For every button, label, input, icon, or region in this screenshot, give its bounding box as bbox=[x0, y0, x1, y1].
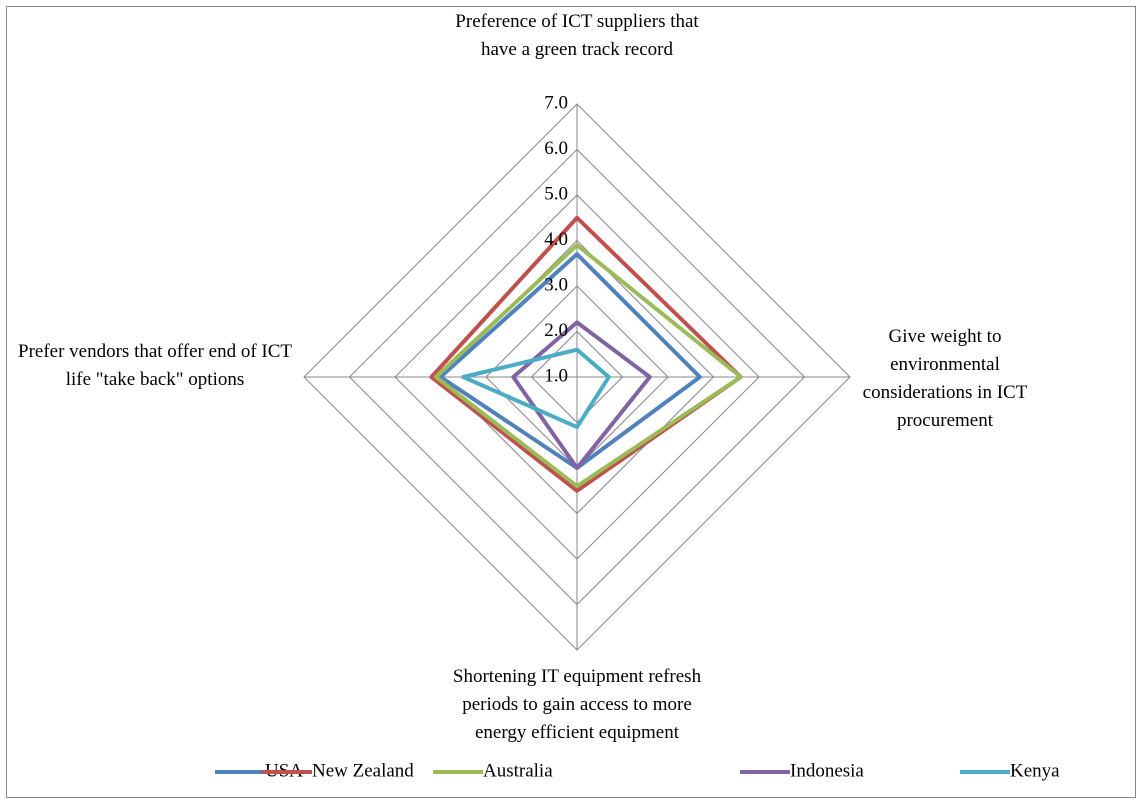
tick-label: 3.0 bbox=[544, 274, 568, 295]
tick-label: 4.0 bbox=[544, 229, 568, 250]
tick-label: 5.0 bbox=[544, 183, 568, 204]
grid-ring bbox=[303, 103, 851, 651]
tick-label: 6.0 bbox=[544, 138, 568, 159]
tick-label: 1.0 bbox=[544, 365, 568, 386]
legend-label: New Zealand bbox=[312, 760, 414, 781]
series-line bbox=[429, 215, 743, 493]
grid-ring bbox=[530, 330, 624, 424]
category-label: Shortening IT equipment refresh periods … bbox=[452, 666, 702, 743]
grid-ring bbox=[348, 148, 806, 606]
tick-label: 7.0 bbox=[544, 92, 568, 113]
series-line bbox=[461, 347, 611, 430]
legend-label: Australia bbox=[483, 760, 553, 781]
legend-label: Indonesia bbox=[790, 760, 864, 781]
category-label: Give weight to environmental considerati… bbox=[862, 326, 1028, 431]
chart-border bbox=[6, 6, 1136, 798]
legend-label: Kenya bbox=[1010, 760, 1060, 781]
tick-label: 2.0 bbox=[544, 320, 568, 341]
series-line bbox=[433, 243, 743, 489]
category-label: Prefer vendors that offer end of ICT lif… bbox=[18, 341, 292, 390]
grid-ring bbox=[394, 194, 760, 560]
category-label: Preference of ICT suppliers that have a … bbox=[455, 11, 699, 60]
